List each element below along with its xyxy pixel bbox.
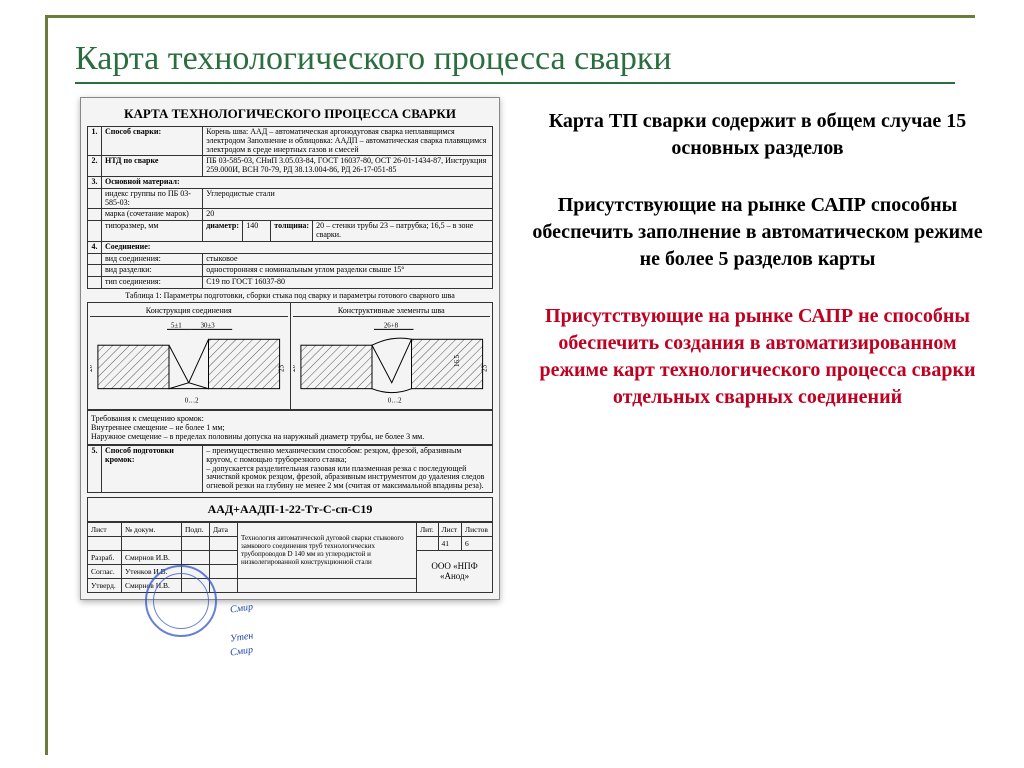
svg-text:30±3: 30±3 <box>201 322 216 329</box>
svg-text:16.5: 16.5 <box>453 354 460 367</box>
svg-text:23: 23 <box>481 364 488 371</box>
doc-code: ААД+ААДП-1-22-Тт-С-сп-С19 <box>87 497 493 522</box>
weld-diagram: 26+8 20 23 16.5 0…2 <box>293 317 491 407</box>
svg-text:0…2: 0…2 <box>387 397 401 404</box>
svg-text:20: 20 <box>90 364 94 371</box>
document-column: КАРТА ТЕХНОЛОГИЧЕСКОГО ПРОЦЕССА СВАРКИ 1… <box>80 97 500 600</box>
signature-block: Лист№ докум.Подп.Дата Технология автомат… <box>87 522 493 593</box>
svg-text:5±1: 5±1 <box>171 322 182 329</box>
right-p1: Карта ТП сварки содержит в общем случае … <box>530 108 985 162</box>
doc-title: КАРТА ТЕХНОЛОГИЧЕСКОГО ПРОЦЕССА СВАРКИ <box>87 104 493 126</box>
requirements: Требования к смещению кромок: Внутреннее… <box>87 410 493 445</box>
slide-title: Карта технологического процесса сварки <box>75 40 955 78</box>
svg-text:23: 23 <box>279 364 286 371</box>
right-p3: Присутствующие на рынке САПР не способны… <box>530 303 985 411</box>
section-5-table: 5.Способ подготовки кромок:– преимуществ… <box>87 445 493 493</box>
section-1-2-table: 1.Способ сварки:Корень шва: ААД – автома… <box>87 126 493 289</box>
svg-text:20: 20 <box>293 364 297 371</box>
right-text-column: Карта ТП сварки содержит в общем случае … <box>530 108 985 441</box>
table1-caption: Таблица 1: Параметры подготовки, сборки … <box>87 289 493 302</box>
title-underline <box>75 82 955 84</box>
diagram-left: Конструкция соединения 5±1 30±3 20 23 0…… <box>88 303 291 409</box>
joint-diagram: 5±1 30±3 20 23 0…2 <box>90 317 288 407</box>
document-sheet: КАРТА ТЕХНОЛОГИЧЕСКОГО ПРОЦЕССА СВАРКИ 1… <box>80 97 500 600</box>
diagram-right: Конструктивные элементы шва 26+8 20 23 1… <box>291 303 493 409</box>
svg-text:26+8: 26+8 <box>383 322 398 329</box>
right-p2: Присутствующие на рынке САПР способны об… <box>530 192 985 273</box>
diagram-row: Конструкция соединения 5±1 30±3 20 23 0…… <box>87 302 493 410</box>
stamp-icon <box>145 565 217 637</box>
svg-text:0…2: 0…2 <box>185 397 199 404</box>
